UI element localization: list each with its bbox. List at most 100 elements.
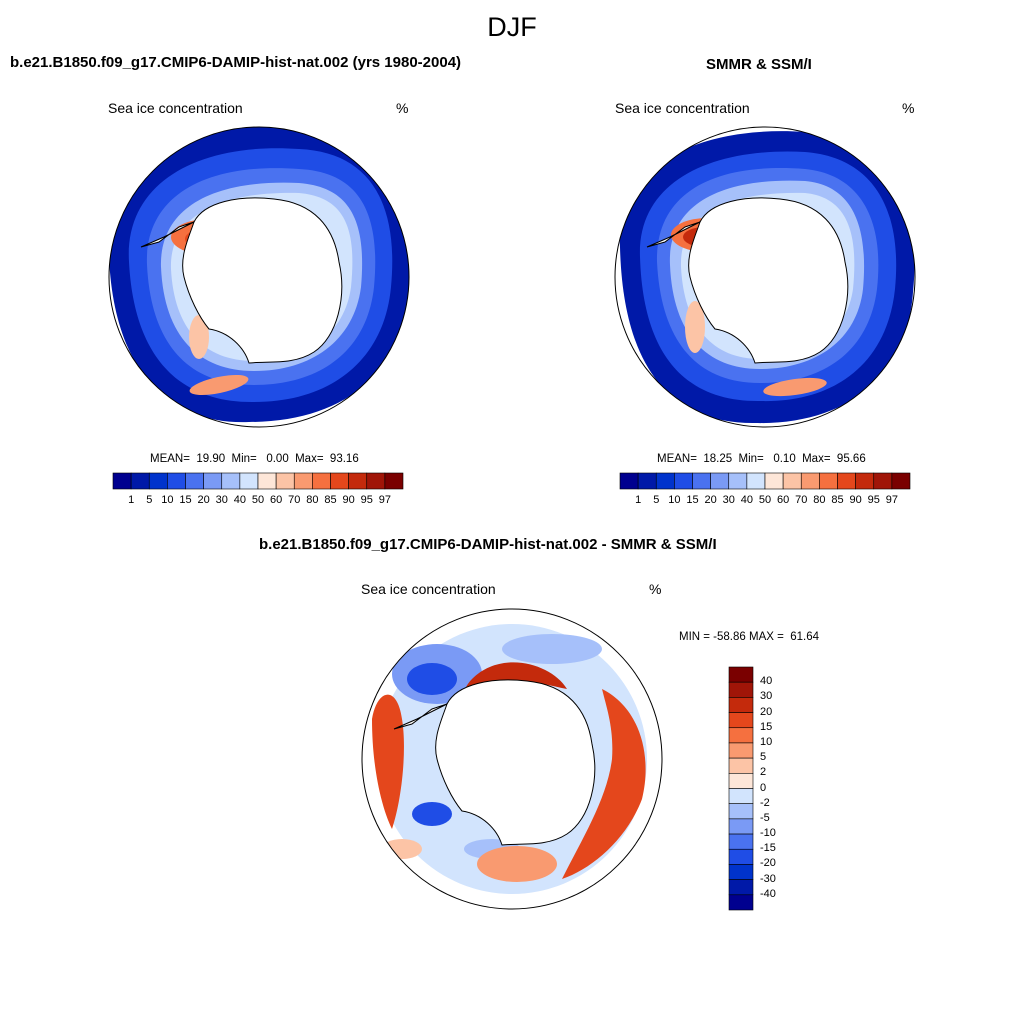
colorbar-tick-label: 30	[722, 494, 735, 506]
colorbar-tick-label: -30	[760, 872, 776, 885]
colorbar-swatch	[728, 697, 754, 713]
colorbar-tick-label: 30	[760, 690, 773, 703]
colorbar-tick-label: -5	[760, 811, 770, 824]
colorbar-swatch	[728, 788, 754, 804]
colorbar-swatch	[728, 472, 748, 490]
colorbar-swatch	[185, 472, 204, 490]
colorbar-swatch	[855, 472, 875, 490]
colorbar-swatch	[293, 472, 313, 490]
colorbar-tick-label: 15	[760, 720, 773, 733]
colorbar-tick-label: 50	[251, 494, 265, 506]
colorbar-tick-label: 50	[758, 494, 772, 506]
panel1-variable: Sea ice concentration	[108, 100, 243, 116]
colorbar-tick-label: 5	[653, 494, 660, 506]
colorbar-swatch	[710, 472, 730, 490]
panel1-stats: MEAN= 19.90 Min= 0.00 Max= 93.16	[150, 453, 359, 465]
colorbar-swatch	[728, 681, 754, 698]
colorbar-swatch	[746, 472, 766, 490]
colorbar-tick-label: 60	[270, 494, 283, 506]
panel1-colorbar-labels: 1 5 10 15 20 30 40 50 60 70 80 85 90 95 97	[113, 494, 403, 508]
colorbar-tick-label: 10	[161, 494, 174, 506]
colorbar-tick-label: 5	[760, 751, 767, 764]
colorbar-swatch	[348, 472, 368, 490]
colorbar-swatch	[692, 472, 711, 490]
colorbar-swatch	[312, 472, 331, 490]
colorbar-tick-label: 95	[867, 494, 880, 506]
panel3-variable: Sea ice concentration	[361, 581, 496, 597]
colorbar-tick-label: 85	[324, 494, 337, 506]
panel2-map	[614, 126, 916, 428]
panel2-map-border	[614, 126, 916, 428]
panel3-stats: MIN = -58.86 MAX = 61.64	[679, 631, 819, 643]
colorbar-swatch	[782, 472, 802, 490]
colorbar-swatch	[837, 472, 856, 490]
colorbar-swatch	[728, 742, 754, 759]
colorbar-swatch	[167, 472, 186, 490]
colorbar-swatch	[221, 472, 241, 490]
panel3-positive-east	[562, 689, 646, 879]
colorbar-tick-label: 20	[760, 705, 773, 718]
colorbar-tick-label: 70	[288, 494, 301, 506]
colorbar-swatch	[366, 472, 386, 490]
panel2-colorbar-labels: 1 5 10 15 20 30 40 50 60 70 80 85 90 95 97	[620, 494, 910, 508]
colorbar-tick-label: 40	[233, 494, 246, 506]
colorbar-tick-label: 97	[885, 494, 898, 506]
colorbar-swatch	[112, 472, 132, 490]
panel1-title: b.e21.B1850.f09_g17.CMIP6-DAMIP-hist-nat…	[10, 54, 462, 71]
colorbar-tick-label: 85	[831, 494, 844, 506]
panel2-title: SMMR & SSM/I	[706, 56, 812, 73]
colorbar-swatch	[873, 472, 893, 490]
colorbar-tick-label: 80	[813, 494, 826, 506]
colorbar-tick-label: 10	[760, 735, 773, 748]
panel3-title: b.e21.B1850.f09_g17.CMIP6-DAMIP-hist-nat…	[259, 536, 717, 553]
panel3-map-border	[361, 608, 663, 910]
colorbar-swatch	[728, 803, 754, 820]
colorbar-swatch	[257, 472, 277, 490]
colorbar-tick-label: 30	[215, 494, 228, 506]
colorbar-tick-label: 20	[704, 494, 717, 506]
panel3-colorbar-labels: 40 30 20 15 10 5 2 0 -2 -5 -10 -15 -20 -30 -40	[760, 667, 800, 910]
panel1-units: %	[396, 100, 409, 116]
panel1-map	[108, 126, 410, 428]
panel3-units: %	[649, 581, 662, 597]
panel3-positive-north	[462, 662, 567, 729]
panel3-positive-south	[477, 846, 557, 882]
panel1-map-border	[108, 126, 410, 428]
colorbar-swatch	[728, 727, 754, 744]
colorbar-tick-label: 0	[760, 781, 767, 794]
colorbar-swatch	[728, 666, 754, 683]
colorbar-swatch	[728, 833, 754, 850]
colorbar-tick-label: -2	[760, 796, 770, 809]
colorbar-tick-label: 5	[146, 494, 153, 506]
colorbar-swatch	[764, 472, 784, 490]
colorbar-swatch	[203, 472, 223, 490]
colorbar-tick-label: 15	[179, 494, 192, 506]
colorbar-swatch	[728, 773, 754, 789]
colorbar-tick-label: 80	[306, 494, 319, 506]
panel2-stats: MEAN= 18.25 Min= 0.10 Max= 95.66	[657, 453, 866, 465]
colorbar-tick-label: 15	[686, 494, 699, 506]
colorbar-tick-label: -10	[760, 827, 776, 840]
panel1-colorbar	[112, 472, 404, 490]
panel3-map	[361, 608, 663, 910]
colorbar-tick-label: -20	[760, 857, 776, 870]
colorbar-tick-label: 1	[635, 494, 642, 506]
panel2-colorbar	[619, 472, 911, 490]
panel2-variable: Sea ice concentration	[615, 100, 750, 116]
colorbar-swatch	[637, 472, 657, 490]
colorbar-tick-label: 95	[360, 494, 373, 506]
panel2-antarctica	[688, 197, 849, 364]
colorbar-swatch	[148, 472, 168, 490]
colorbar-swatch	[819, 472, 838, 490]
colorbar-tick-label: 90	[342, 494, 355, 506]
colorbar-tick-label: 40	[760, 675, 773, 688]
panel2-units: %	[902, 100, 915, 116]
colorbar-swatch	[728, 864, 754, 880]
colorbar-tick-label: -15	[760, 842, 776, 855]
colorbar-swatch	[728, 894, 754, 911]
colorbar-swatch	[384, 472, 404, 490]
colorbar-tick-label: 97	[378, 494, 391, 506]
colorbar-tick-label: 1	[128, 494, 135, 506]
colorbar-swatch	[330, 472, 349, 490]
colorbar-swatch	[728, 818, 754, 835]
